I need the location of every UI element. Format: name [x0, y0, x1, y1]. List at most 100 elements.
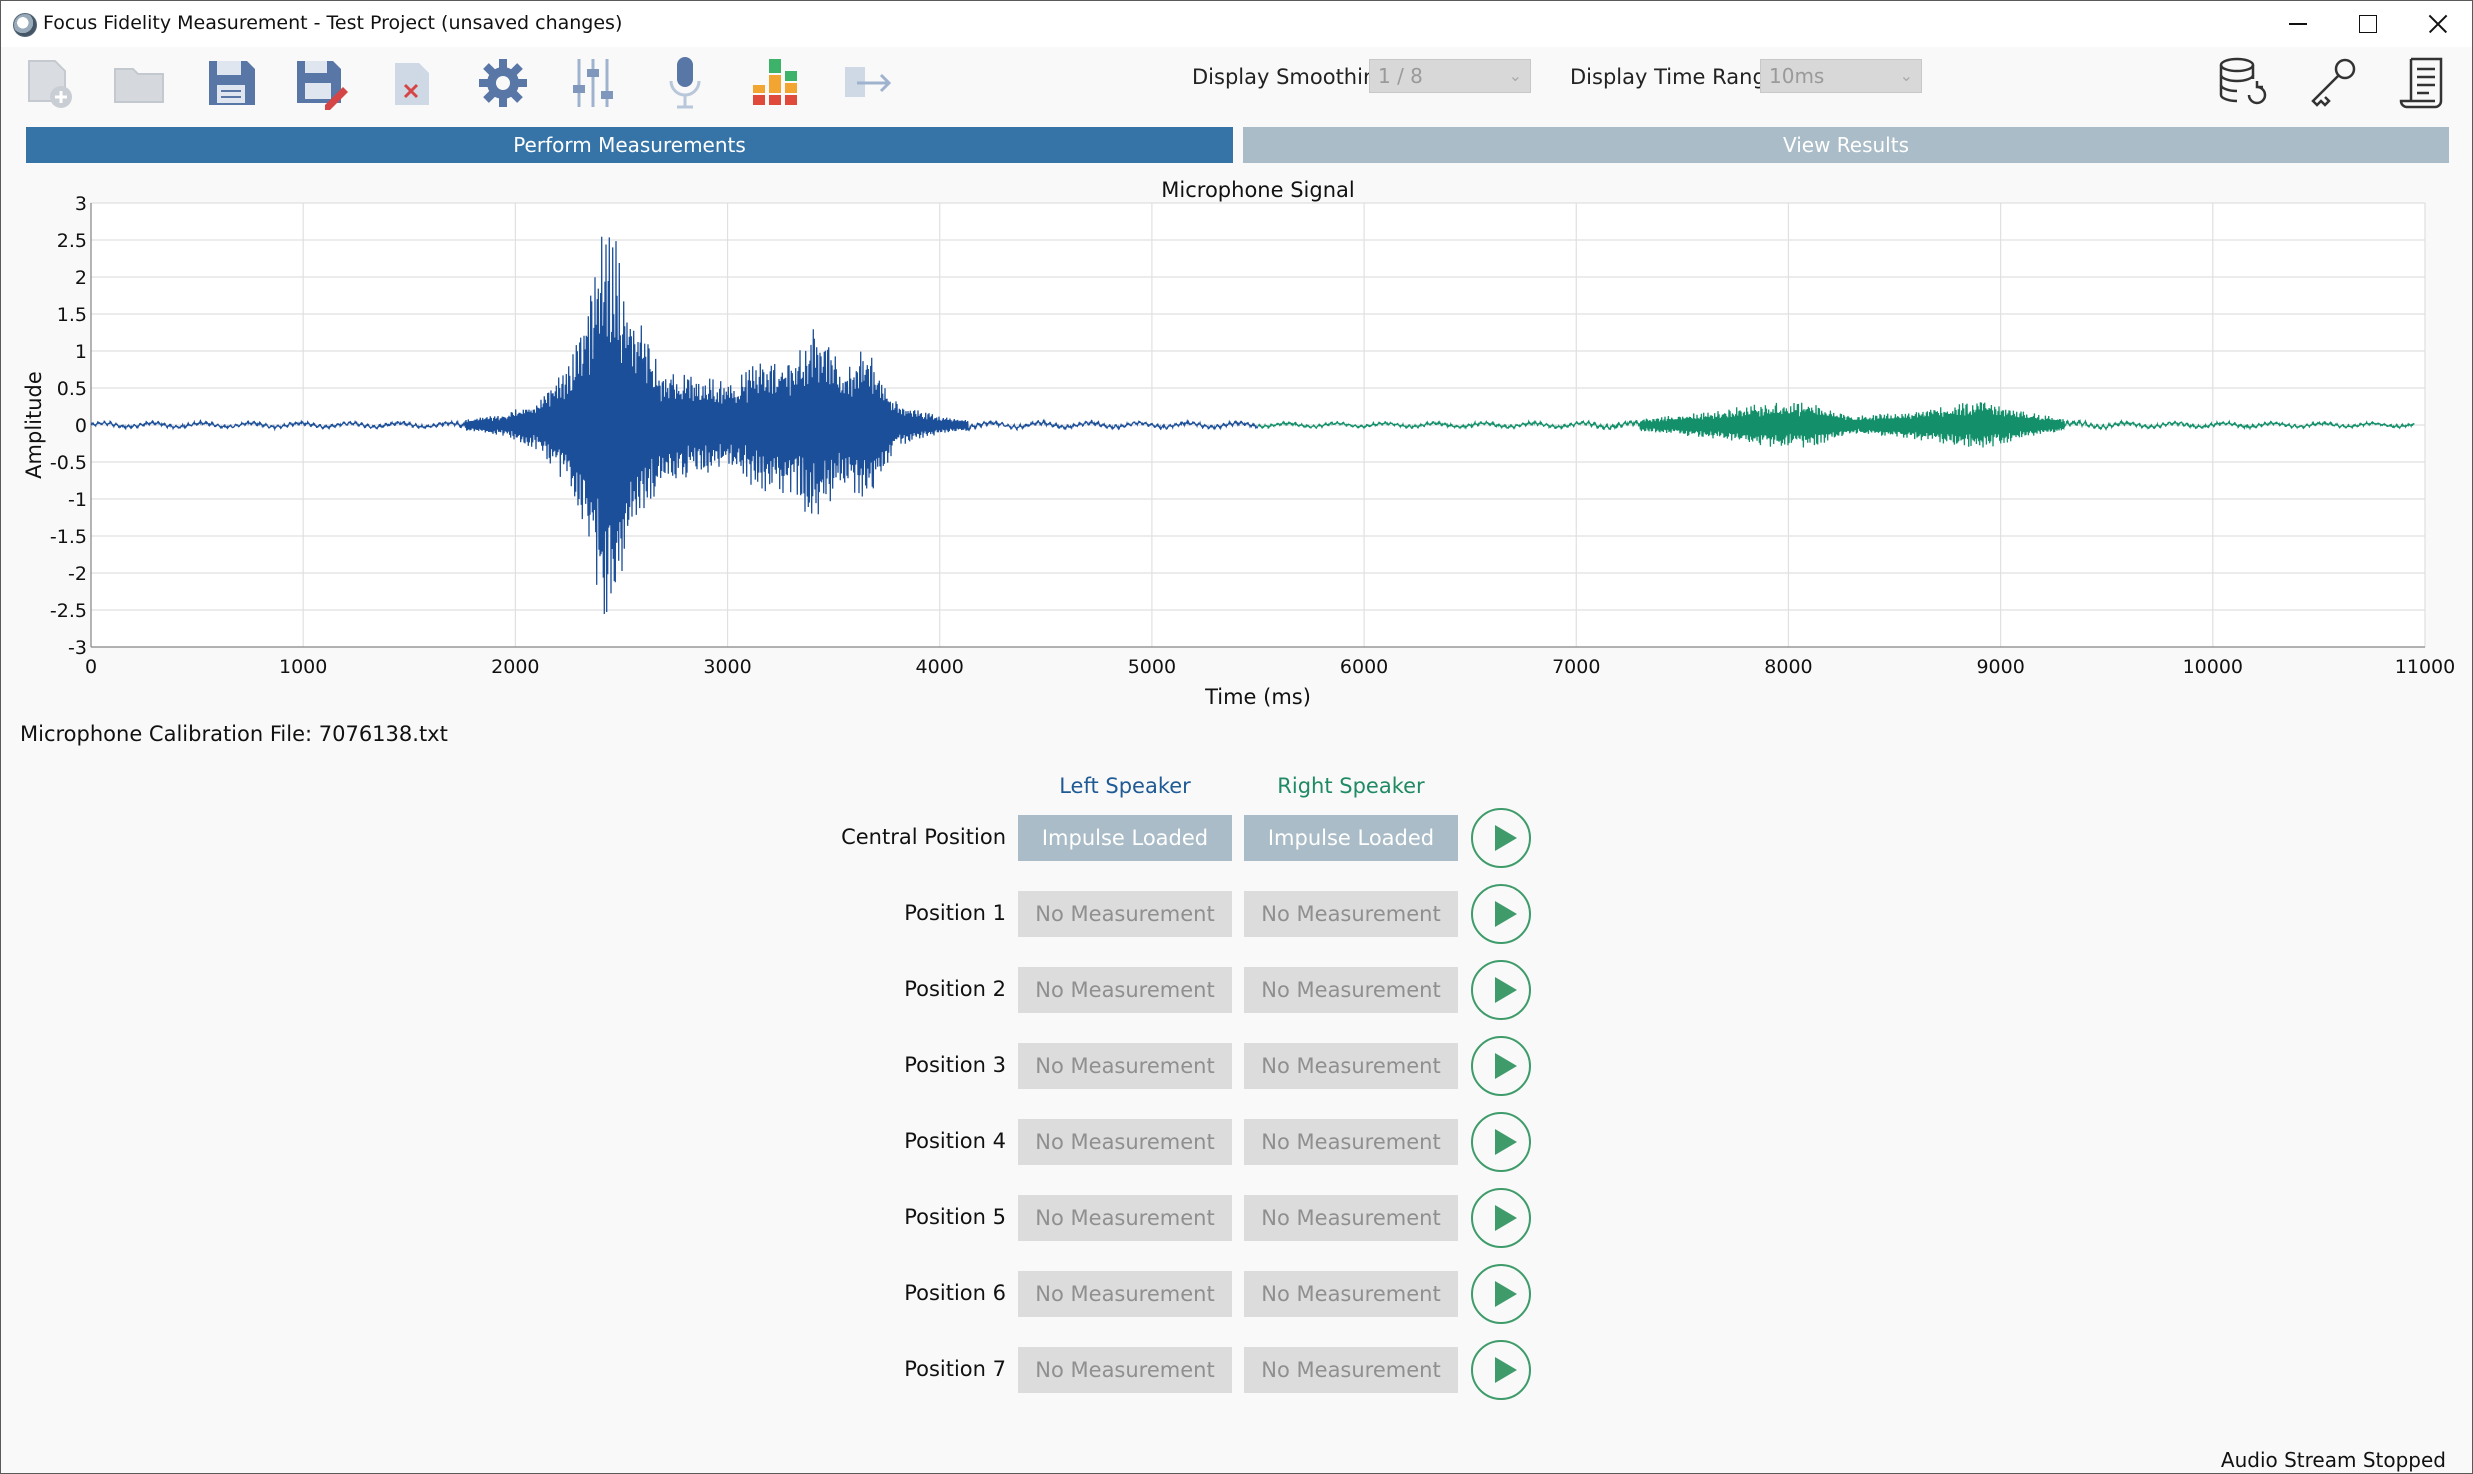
- left-speaker-measure-button[interactable]: No Measurement: [1018, 1119, 1232, 1165]
- position-label: Position 2: [904, 977, 1006, 1001]
- chart-title: Microphone Signal: [1161, 178, 1354, 202]
- chevron-down-icon: ⌄: [1899, 66, 1913, 85]
- x-tick-label: 7000: [1552, 656, 1600, 678]
- x-tick-label: 9000: [1976, 656, 2024, 678]
- y-tick-label: 0.5: [57, 378, 87, 400]
- play-icon[interactable]: [1471, 960, 1531, 1020]
- display-time-range-label: Display Time Range: [1570, 65, 1779, 89]
- position-label: Central Position: [841, 825, 1006, 849]
- right-speaker-measure-button[interactable]: Impulse Loaded: [1244, 815, 1458, 861]
- play-icon[interactable]: [1471, 1188, 1531, 1248]
- left-speaker-measure-button[interactable]: No Measurement: [1018, 1195, 1232, 1241]
- left-speaker-measure-button[interactable]: Impulse Loaded: [1018, 815, 1232, 861]
- position-row: Central Position Impulse Loaded Impulse Lo…: [1, 808, 2473, 868]
- y-tick-label: -1: [68, 489, 87, 511]
- display-smoothing-select[interactable]: 1 / 8 ⌄: [1369, 59, 1531, 93]
- key-icon[interactable]: [2301, 51, 2365, 115]
- left-speaker-measure-button[interactable]: No Measurement: [1018, 967, 1232, 1013]
- play-icon[interactable]: [1471, 1264, 1531, 1324]
- x-tick-label: 4000: [916, 656, 964, 678]
- position-label: Position 7: [904, 1357, 1006, 1381]
- title-bar: Focus Fidelity Measurement - Test Projec…: [1, 1, 2472, 47]
- microphone-icon[interactable]: [653, 51, 717, 115]
- right-speaker-measure-button[interactable]: No Measurement: [1244, 891, 1458, 937]
- export-arrow-icon[interactable]: [835, 51, 899, 115]
- right-speaker-measure-button[interactable]: No Measurement: [1244, 1119, 1458, 1165]
- left-speaker-measure-button[interactable]: No Measurement: [1018, 1347, 1232, 1393]
- settings-gear-icon[interactable]: [471, 51, 535, 115]
- calibration-file-label: Microphone Calibration File: 7076138.txt: [20, 722, 448, 746]
- play-icon[interactable]: [1471, 808, 1531, 868]
- signal-series-1: [1257, 402, 2415, 448]
- y-tick-label: 1.5: [57, 304, 87, 326]
- save-as-icon[interactable]: [289, 51, 353, 115]
- x-tick-label: 10000: [2183, 656, 2243, 678]
- right-speaker-header: Right Speaker: [1277, 774, 1425, 798]
- maximize-button[interactable]: [2333, 1, 2403, 47]
- display-time-range-value: 10ms: [1769, 64, 1825, 88]
- position-row: Position 7 No Measurement No Measurement: [1, 1340, 2473, 1400]
- y-tick-label: -2.5: [50, 600, 87, 622]
- chevron-down-icon: ⌄: [1508, 66, 1522, 85]
- position-label: Position 3: [904, 1053, 1006, 1077]
- play-icon[interactable]: [1471, 884, 1531, 944]
- new-project-icon[interactable]: [17, 51, 81, 115]
- window-title: Focus Fidelity Measurement - Test Projec…: [43, 12, 623, 34]
- x-tick-label: 6000: [1340, 656, 1388, 678]
- x-tick-label: 1000: [279, 656, 327, 678]
- right-speaker-measure-button[interactable]: No Measurement: [1244, 1195, 1458, 1241]
- right-speaker-measure-button[interactable]: No Measurement: [1244, 967, 1458, 1013]
- position-row: Position 5 No Measurement No Measurement: [1, 1188, 2473, 1248]
- position-row: Position 2 No Measurement No Measurement: [1, 960, 2473, 1020]
- right-speaker-measure-button[interactable]: No Measurement: [1244, 1043, 1458, 1089]
- y-tick-label: 2.5: [57, 230, 87, 252]
- chart-svg: 0 1000 2000 3000 4000 5000 6000 7000 8000 9000 100…: [22, 178, 2455, 709]
- x-tick-label: 3000: [703, 656, 751, 678]
- x-tick-label: 5000: [1128, 656, 1176, 678]
- right-speaker-measure-button[interactable]: No Measurement: [1244, 1271, 1458, 1317]
- close-project-icon[interactable]: [379, 51, 443, 115]
- status-text: Audio Stream Stopped: [2220, 1448, 2446, 1472]
- position-label: Position 6: [904, 1281, 1006, 1305]
- position-row: Position 6 No Measurement No Measurement: [1, 1264, 2473, 1324]
- left-speaker-measure-button[interactable]: No Measurement: [1018, 1043, 1232, 1089]
- toolbar: Display Smoothing 1 / 8 ⌄ Display Time R…: [1, 47, 2472, 127]
- display-smoothing-value: 1 / 8: [1378, 64, 1423, 88]
- play-icon[interactable]: [1471, 1036, 1531, 1096]
- y-tick-label: 0: [75, 415, 87, 437]
- y-axis-label: Amplitude: [22, 371, 46, 479]
- position-row: Position 3 No Measurement No Measurement: [1, 1036, 2473, 1096]
- save-icon[interactable]: [199, 51, 263, 115]
- tab-perform-measurements[interactable]: Perform Measurements: [26, 127, 1233, 163]
- database-refresh-icon[interactable]: [2209, 51, 2273, 115]
- y-tick-label: -3: [68, 637, 87, 659]
- app-logo-icon: [13, 13, 37, 37]
- position-label: Position 5: [904, 1205, 1006, 1229]
- position-label: Position 1: [904, 901, 1006, 925]
- play-icon[interactable]: [1471, 1112, 1531, 1172]
- position-row: Position 1 No Measurement No Measurement: [1, 884, 2473, 944]
- close-button[interactable]: [2403, 1, 2473, 47]
- x-axis-label: Time (ms): [1204, 685, 1311, 709]
- y-tick-label: 3: [75, 193, 87, 215]
- y-tick-label: -2: [68, 563, 87, 585]
- minimize-button[interactable]: [2263, 1, 2333, 47]
- mixer-sliders-icon[interactable]: [561, 51, 625, 115]
- x-tick-label: 0: [85, 656, 97, 678]
- x-tick-label: 11000: [2395, 656, 2455, 678]
- left-speaker-measure-button[interactable]: No Measurement: [1018, 1271, 1232, 1317]
- play-icon[interactable]: [1471, 1340, 1531, 1400]
- right-speaker-measure-button[interactable]: No Measurement: [1244, 1347, 1458, 1393]
- tab-view-results[interactable]: View Results: [1243, 127, 2449, 163]
- x-tick-label: 8000: [1764, 656, 1812, 678]
- left-speaker-measure-button[interactable]: No Measurement: [1018, 891, 1232, 937]
- document-scroll-icon[interactable]: [2393, 51, 2457, 115]
- left-speaker-header: Left Speaker: [1059, 774, 1191, 798]
- level-meter-icon[interactable]: [743, 51, 807, 115]
- signal-series-0: [90, 236, 1259, 615]
- display-time-range-select[interactable]: 10ms ⌄: [1760, 59, 1922, 93]
- y-tick-label: 1: [75, 341, 87, 363]
- open-folder-icon[interactable]: [107, 51, 171, 115]
- y-tick-label: 2: [75, 267, 87, 289]
